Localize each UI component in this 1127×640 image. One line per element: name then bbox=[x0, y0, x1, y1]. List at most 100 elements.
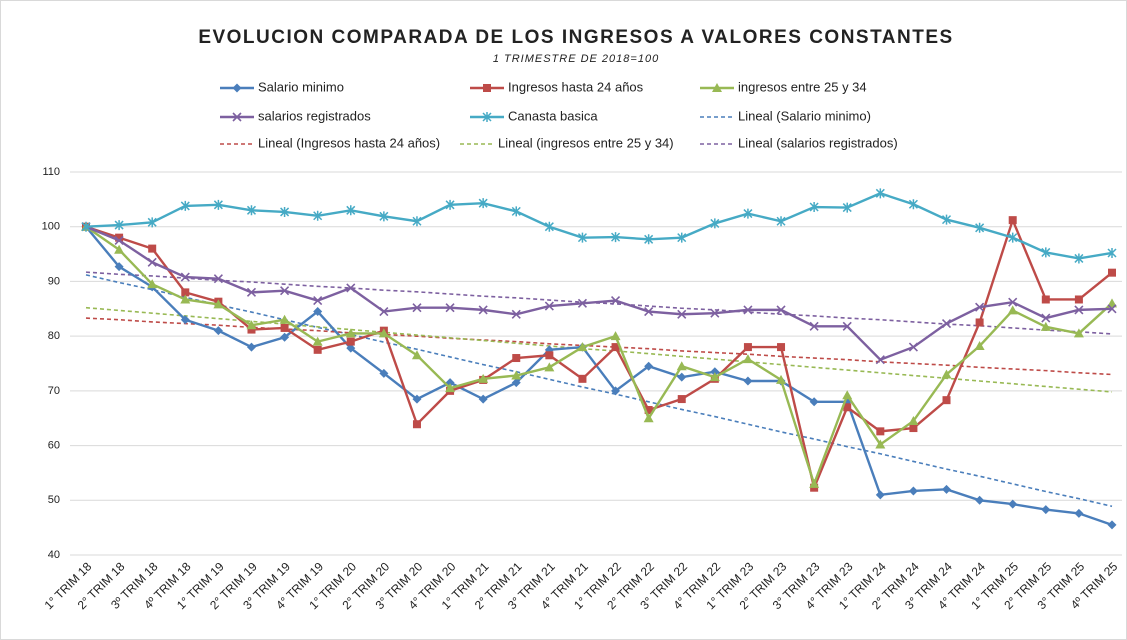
data-point bbox=[1041, 295, 1050, 304]
data-point bbox=[147, 279, 158, 289]
data-point bbox=[643, 413, 654, 423]
data-point bbox=[809, 478, 820, 488]
data-point bbox=[875, 439, 886, 449]
y-tick-label: 60 bbox=[48, 439, 60, 451]
data-point bbox=[445, 383, 456, 393]
data-point bbox=[578, 374, 587, 383]
data-point bbox=[313, 210, 323, 221]
data-point bbox=[544, 362, 555, 372]
data-point bbox=[577, 232, 587, 243]
data-point bbox=[677, 372, 687, 382]
data-point bbox=[875, 188, 885, 199]
data-point bbox=[610, 296, 621, 306]
data-point bbox=[379, 306, 389, 317]
data-point bbox=[213, 326, 223, 336]
data-point bbox=[776, 305, 786, 315]
data-point bbox=[544, 221, 554, 232]
data-point bbox=[511, 370, 522, 380]
data-point bbox=[545, 351, 554, 360]
data-point bbox=[1073, 328, 1084, 338]
data-point bbox=[81, 221, 91, 232]
legend-label: Lineal (Ingresos hasta 24 años) bbox=[258, 135, 440, 150]
y-tick-label: 40 bbox=[48, 549, 60, 561]
legend-label: Lineal (ingresos entre 25 y 34) bbox=[498, 135, 674, 150]
data-point bbox=[677, 232, 687, 243]
data-point bbox=[710, 218, 720, 229]
data-point bbox=[445, 303, 455, 313]
legend-label: Ingresos hasta 24 años bbox=[508, 79, 644, 94]
trend-line bbox=[85, 274, 1113, 508]
data-point bbox=[346, 205, 356, 216]
data-point bbox=[246, 205, 257, 216]
legend-label: salarios registrados bbox=[258, 108, 371, 123]
data-point bbox=[1008, 297, 1018, 307]
trend-line bbox=[85, 306, 1113, 393]
data-point bbox=[676, 361, 687, 371]
data-point bbox=[908, 199, 918, 210]
data-point bbox=[677, 395, 686, 404]
data-point bbox=[181, 288, 190, 297]
data-point bbox=[379, 211, 389, 222]
data-point bbox=[709, 372, 720, 382]
legend-item: Lineal (Salario minimo) bbox=[700, 108, 871, 123]
data-point bbox=[1041, 247, 1051, 258]
data-point bbox=[1107, 520, 1117, 530]
data-point bbox=[148, 244, 157, 253]
data-point bbox=[1008, 216, 1017, 225]
data-point bbox=[1041, 313, 1051, 323]
series-line bbox=[85, 225, 1113, 527]
legend-label: Salario minimo bbox=[258, 79, 344, 94]
data-point bbox=[842, 321, 852, 331]
legend-item: Ingresos hasta 24 años bbox=[470, 79, 644, 94]
series-line bbox=[85, 225, 1113, 362]
data-point bbox=[1107, 247, 1117, 258]
data-point bbox=[942, 396, 951, 405]
data-point bbox=[743, 208, 753, 219]
trend-line bbox=[85, 317, 1113, 376]
data-point bbox=[180, 272, 190, 282]
data-point bbox=[941, 318, 952, 329]
data-point bbox=[743, 343, 752, 352]
data-point bbox=[280, 206, 290, 217]
legend-marker bbox=[482, 112, 492, 122]
data-point bbox=[710, 367, 720, 377]
data-point bbox=[478, 394, 488, 404]
data-point bbox=[908, 342, 918, 352]
data-point bbox=[412, 420, 421, 429]
legend-item: Lineal (ingresos entre 25 y 34) bbox=[460, 135, 674, 150]
data-point bbox=[777, 343, 786, 352]
data-point bbox=[313, 296, 323, 306]
data-point bbox=[611, 232, 621, 243]
data-point bbox=[246, 320, 257, 330]
data-point bbox=[378, 328, 389, 338]
series-line bbox=[85, 225, 1113, 488]
y-tick-label: 90 bbox=[48, 275, 60, 287]
data-point bbox=[1108, 268, 1116, 277]
data-point bbox=[280, 332, 290, 342]
data-point bbox=[411, 350, 422, 360]
data-point bbox=[941, 369, 952, 379]
data-point bbox=[246, 342, 256, 352]
data-point bbox=[114, 244, 125, 254]
legend-marker bbox=[483, 84, 491, 92]
data-point bbox=[280, 286, 290, 296]
data-point bbox=[975, 318, 984, 327]
data-point bbox=[511, 378, 521, 388]
data-point bbox=[742, 354, 753, 364]
data-point bbox=[809, 397, 819, 407]
data-point bbox=[1074, 253, 1084, 264]
data-point bbox=[974, 340, 985, 350]
y-tick-label: 110 bbox=[42, 166, 60, 178]
data-point bbox=[213, 299, 224, 309]
data-point bbox=[644, 306, 654, 317]
data-point bbox=[710, 308, 720, 318]
legend-marker bbox=[232, 83, 242, 93]
data-point bbox=[909, 424, 918, 433]
data-point bbox=[1074, 508, 1084, 518]
data-point bbox=[478, 305, 488, 315]
data-point bbox=[908, 415, 919, 425]
data-point bbox=[743, 376, 753, 386]
data-point bbox=[776, 374, 787, 384]
